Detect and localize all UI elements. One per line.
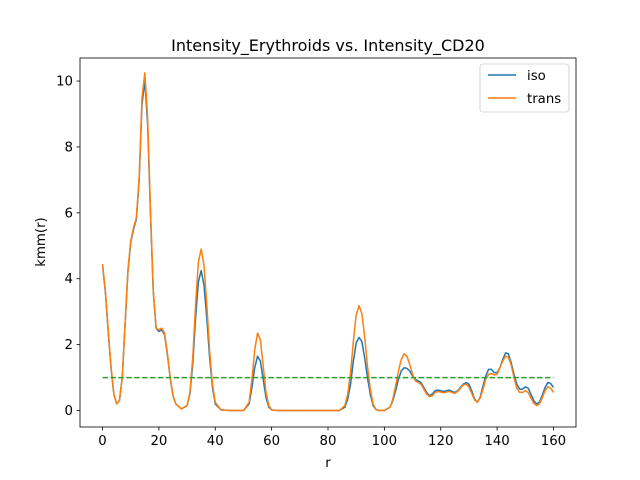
y-tick-label: 6: [65, 206, 73, 221]
y-tick-label: 8: [65, 140, 73, 155]
x-axis-label: r: [325, 456, 331, 471]
y-axis-label: kmm(r): [34, 217, 49, 266]
legend: iso trans: [479, 63, 570, 113]
x-tick-label: 20: [150, 434, 167, 449]
x-tick-label: 160: [541, 434, 566, 449]
legend-label-iso: iso: [527, 69, 546, 84]
x-tick-label: 120: [428, 434, 453, 449]
x-tick-label: 0: [98, 434, 106, 449]
y-tick-label: 0: [65, 404, 73, 419]
x-axis: 0 20 40 60 80 100 120 140 160: [98, 427, 566, 449]
y-tick-label: 2: [65, 338, 73, 353]
plot-lines: [101, 72, 555, 412]
plot-frame: [79, 57, 577, 428]
legend-label-trans: trans: [527, 92, 561, 107]
y-axis: 0 2 4 6 8 10: [56, 75, 80, 419]
series-line-iso: [101, 80, 555, 412]
chart-title: Intensity_Erythroids vs. Intensity_CD20: [171, 36, 485, 56]
x-tick-label: 140: [484, 434, 509, 449]
y-tick-label: 10: [56, 75, 73, 90]
x-tick-label: 80: [320, 434, 337, 449]
y-tick-label: 4: [65, 272, 73, 287]
series-line-trans: [101, 72, 555, 412]
legend-box: [479, 63, 570, 113]
x-tick-label: 40: [207, 434, 224, 449]
x-tick-label: 100: [372, 434, 397, 449]
x-tick-label: 60: [263, 434, 280, 449]
